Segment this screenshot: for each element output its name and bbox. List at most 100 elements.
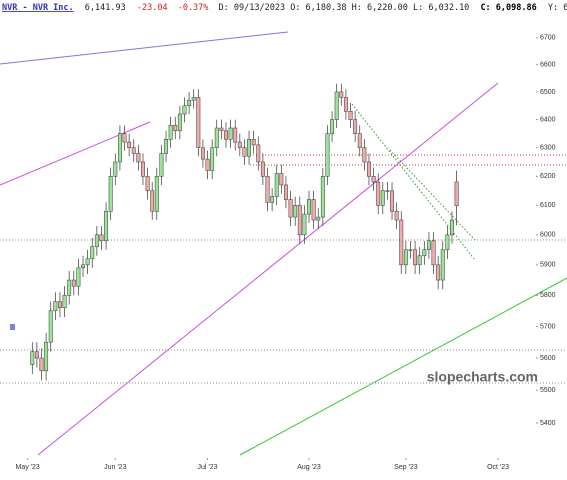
watermark: slopecharts.com xyxy=(427,369,538,385)
candle-body xyxy=(131,147,136,154)
candle-body xyxy=(320,176,325,218)
candle-body xyxy=(154,176,159,212)
candle-body xyxy=(357,133,362,148)
candle-body xyxy=(104,210,109,242)
candle-body xyxy=(191,97,196,101)
candle-body xyxy=(348,111,353,120)
candle-body xyxy=(431,240,436,266)
candle-body xyxy=(164,139,168,154)
candle-body xyxy=(90,246,95,260)
y-tick-label: 6200 xyxy=(540,173,556,180)
y-tick-label: 6000 xyxy=(540,232,556,239)
candle-body xyxy=(99,234,104,242)
candle-body xyxy=(413,249,418,266)
candle-body xyxy=(141,161,145,177)
header: NVR - NVR Inc. 6,141.93 -23.04 -0.37% D:… xyxy=(2,3,567,13)
candle-body xyxy=(237,141,242,148)
header-bg xyxy=(0,0,567,13)
candle-body xyxy=(127,141,132,148)
y-tick-label: 6300 xyxy=(540,145,556,152)
trend-line xyxy=(37,82,499,456)
trend-line xyxy=(351,103,476,261)
candle-body xyxy=(85,258,90,266)
candle-body xyxy=(334,91,339,120)
candle-body xyxy=(274,173,279,197)
y-tick-label: 6600 xyxy=(540,62,556,69)
candle-body xyxy=(177,113,182,132)
year: Y: 6587.23 xyxy=(548,3,567,13)
candle-body xyxy=(362,147,367,163)
candle-body xyxy=(311,199,316,221)
candle-body xyxy=(330,119,335,134)
symbol[interactable]: NVR - NVR Inc. xyxy=(2,3,74,13)
candle-body xyxy=(390,190,394,212)
candle-body xyxy=(353,119,358,134)
close: C: 6,098.86 xyxy=(480,3,536,13)
candle-body xyxy=(94,234,99,248)
candle-body xyxy=(136,153,141,163)
candle-body xyxy=(339,91,344,98)
candle-body xyxy=(122,133,127,143)
candle-body xyxy=(426,240,431,251)
candle-body xyxy=(150,190,155,212)
candle-body xyxy=(242,147,247,157)
candle-body xyxy=(173,124,178,132)
trend-line xyxy=(239,277,567,456)
y-tick-label: 5800 xyxy=(540,292,556,299)
candle-body xyxy=(270,196,275,203)
candle-body xyxy=(30,351,35,365)
candle-body xyxy=(159,153,164,177)
candle-body xyxy=(113,161,118,177)
candle-body xyxy=(182,105,187,115)
y-tick-label: 5500 xyxy=(540,387,556,394)
candle-body xyxy=(205,158,210,171)
candle-body xyxy=(34,351,39,359)
y-tick-label: 5700 xyxy=(540,323,556,330)
x-tick-label: Sep '23 xyxy=(394,464,418,471)
candle-body xyxy=(256,144,261,163)
candle-body xyxy=(325,133,330,177)
candle-body xyxy=(297,205,302,236)
candle-body xyxy=(408,249,413,251)
ohl: D: 09/13/2023 O: 6,180.38 H: 6,220.00 L:… xyxy=(219,3,470,13)
x-tick-label: Jul '23 xyxy=(198,464,218,471)
candle-body xyxy=(76,267,81,287)
x-tick-label: Jun '23 xyxy=(104,464,126,471)
candle-body xyxy=(302,213,307,236)
candle-body xyxy=(219,127,224,132)
candle-body xyxy=(380,190,385,206)
candle-body xyxy=(450,219,454,236)
y-tick-label: 5400 xyxy=(540,420,556,427)
y-tick-label: 5600 xyxy=(540,355,556,362)
candle-body xyxy=(279,173,284,186)
candle-body xyxy=(196,97,201,148)
y-tick-label: 6700 xyxy=(540,35,556,42)
candle-body xyxy=(108,176,113,212)
candle-body xyxy=(260,161,265,177)
candle-body xyxy=(210,147,215,171)
candle-body xyxy=(117,133,122,163)
candle-body xyxy=(145,176,150,192)
candle-body xyxy=(316,216,321,221)
candle-body xyxy=(247,139,252,157)
candle-body xyxy=(251,139,256,146)
candle-body xyxy=(445,234,450,251)
candle-body xyxy=(62,295,67,308)
candle-body xyxy=(436,264,441,281)
x-tick-label: May '23 xyxy=(16,464,40,471)
candle-body xyxy=(440,249,445,281)
candle-body xyxy=(67,279,72,296)
candle-body xyxy=(371,176,376,183)
candle-body xyxy=(399,219,404,266)
candle-body xyxy=(283,184,288,200)
candle-body xyxy=(200,147,205,160)
candle-body xyxy=(288,199,293,218)
candle-body xyxy=(224,130,228,140)
candle-body xyxy=(394,210,399,221)
last-price: 6,141.93 xyxy=(85,3,126,13)
candle-body xyxy=(39,357,44,372)
y-tick-label: 6100 xyxy=(540,202,556,209)
candle-body xyxy=(422,249,427,257)
candle-body xyxy=(44,341,49,372)
candle-body xyxy=(233,127,238,143)
